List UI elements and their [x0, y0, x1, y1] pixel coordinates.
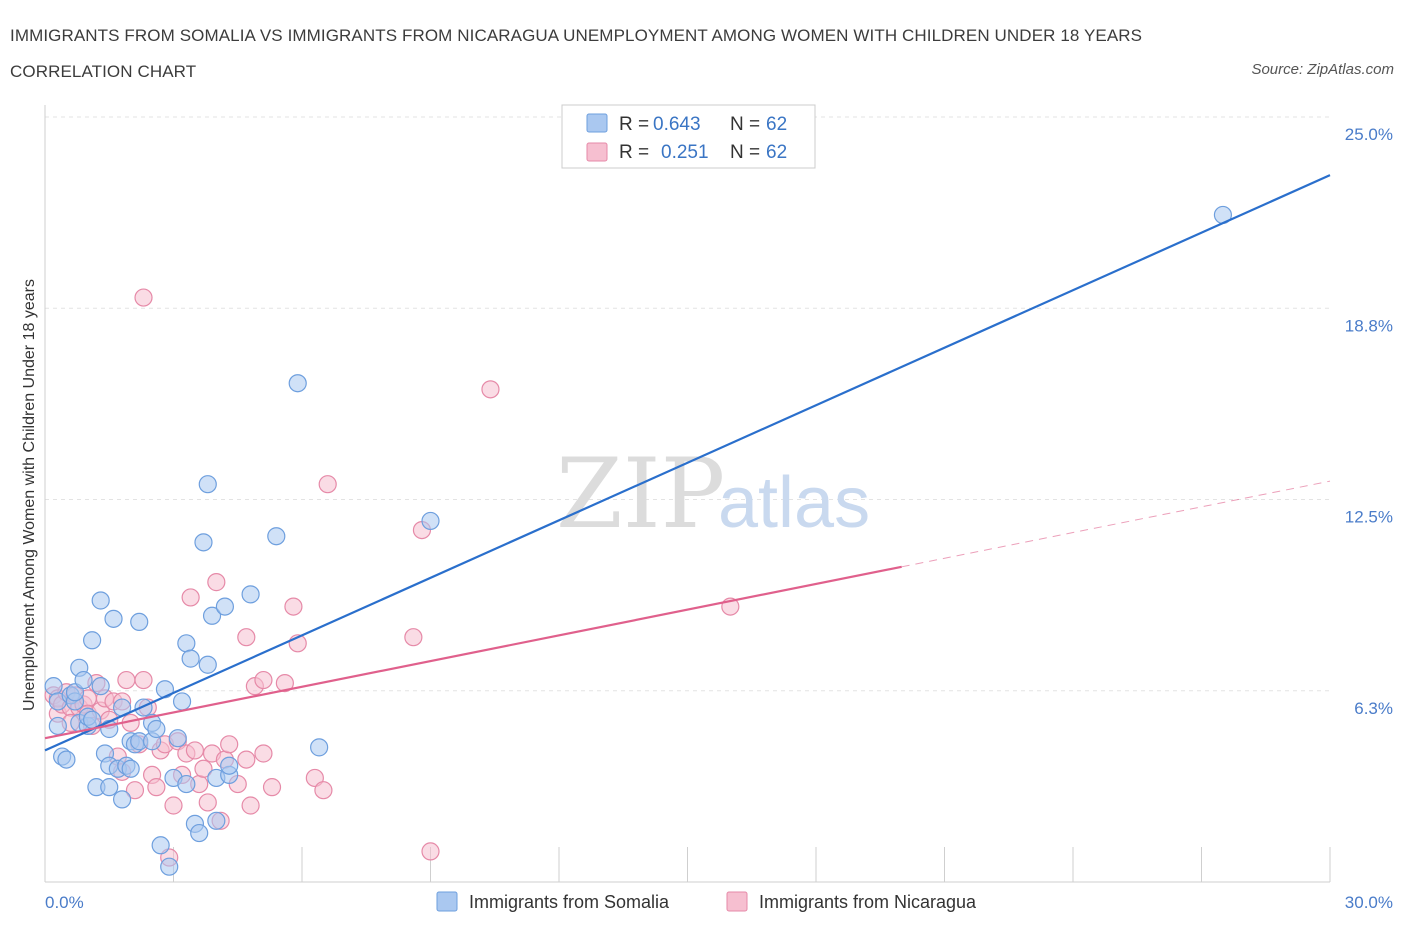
watermark-zip: ZIP: [556, 438, 725, 550]
nicaragua-point: [404, 628, 423, 647]
trend-lines: [44, 174, 1331, 752]
somalia-point: [190, 823, 209, 843]
nicaragua-point: [241, 796, 260, 815]
somalia-point: [202, 606, 222, 625]
somalia-trend-line: [44, 174, 1331, 752]
nicaragua-point: [134, 670, 153, 690]
chart-title: IMMIGRANTS FROM SOMALIA VS IMMIGRANTS FR…: [10, 26, 1143, 81]
nicaragua-points: [44, 288, 740, 867]
nicaragua-trend-extension: [901, 480, 1331, 568]
nicaragua-point: [284, 597, 303, 616]
somalia-point: [168, 729, 187, 748]
nicaragua-point: [421, 842, 440, 861]
bottom-legend-swatch-somalia: [436, 891, 458, 912]
bottom-legend-swatch-nicaragua: [726, 891, 748, 912]
somalia-point: [215, 597, 234, 616]
source-label: Source: ZipAtlas.com: [1251, 61, 1394, 78]
somalia-point: [112, 790, 132, 809]
x-tick-label: 0.0%: [45, 893, 84, 912]
legend-n-label-nicaragua: N =: [730, 142, 760, 163]
legend-r-value-somalia: 0.643: [653, 114, 701, 135]
legend-n-value-somalia: 62: [766, 114, 787, 135]
watermark: ZIP atlas: [556, 438, 870, 550]
nicaragua-point: [481, 380, 500, 399]
nicaragua-point: [254, 670, 273, 690]
bottom-legend: Immigrants from Somalia Immigrants from …: [436, 891, 977, 912]
somalia-point: [198, 655, 217, 674]
legend-n-value-nicaragua: 62: [766, 142, 787, 163]
nicaragua-point: [198, 793, 217, 812]
bottom-legend-label-somalia: Immigrants from Somalia: [469, 892, 670, 912]
nicaragua-point: [275, 673, 294, 693]
legend-r-label-nicaragua: R =: [619, 142, 649, 163]
somalia-points: [44, 205, 1233, 876]
somalia-point: [44, 677, 63, 696]
legend: R = 0.643 N = 62 R = 0.251 N = 62: [561, 104, 816, 169]
somalia-point: [310, 738, 329, 757]
legend-r-label-somalia: R =: [619, 114, 649, 135]
nicaragua-point: [314, 781, 333, 800]
nicaragua-trend-line: [44, 565, 902, 740]
bottom-legend-label-nicaragua: Immigrants from Nicaragua: [759, 892, 977, 912]
somalia-point: [83, 631, 102, 650]
x-tick-labels: 0.0% 30.0%: [45, 893, 1393, 912]
somalia-point: [241, 585, 260, 604]
somalia-point: [130, 612, 149, 632]
nicaragua-point: [318, 475, 337, 494]
grid-lines: [45, 116, 1330, 692]
legend-r-value-nicaragua: 0.251: [661, 142, 709, 163]
somalia-point: [104, 609, 123, 628]
watermark-atlas: atlas: [718, 463, 870, 543]
nicaragua-point: [181, 588, 200, 607]
legend-n-label-somalia: N =: [730, 114, 760, 135]
somalia-point: [177, 774, 196, 794]
nicaragua-point: [237, 750, 256, 769]
nicaragua-point: [147, 778, 166, 797]
somalia-point: [194, 533, 213, 552]
nicaragua-point: [125, 781, 145, 800]
y-axis-label: Unemployment Among Women with Children U…: [21, 279, 38, 711]
somalia-point: [91, 591, 110, 610]
y-tick-label: 12.5%: [1345, 508, 1393, 527]
somalia-point: [160, 857, 179, 876]
nicaragua-point: [262, 778, 282, 797]
somalia-point: [147, 719, 166, 739]
y-tick-label: 6.3%: [1354, 699, 1393, 718]
somalia-point: [421, 511, 440, 531]
somalia-point: [198, 475, 217, 494]
nicaragua-point: [194, 759, 213, 778]
somalia-point: [181, 649, 200, 668]
somalia-point: [57, 750, 76, 769]
somalia-point: [177, 634, 196, 653]
somalia-point: [48, 716, 67, 736]
legend-swatch-somalia: [586, 113, 608, 133]
somalia-point: [74, 670, 93, 690]
nicaragua-point: [220, 735, 239, 754]
somalia-point: [151, 836, 170, 855]
legend-swatch-nicaragua: [586, 142, 608, 162]
y-tick-label: 18.8%: [1345, 316, 1393, 335]
nicaragua-point: [134, 288, 153, 307]
somalia-point: [91, 677, 110, 696]
somalia-point: [121, 759, 140, 778]
somalia-point: [220, 756, 239, 775]
somalia-point: [100, 778, 119, 797]
nicaragua-point: [254, 744, 273, 763]
nicaragua-point: [237, 628, 256, 647]
somalia-point: [288, 374, 307, 393]
nicaragua-point: [207, 573, 226, 592]
somalia-point: [134, 698, 153, 717]
nicaragua-point: [117, 670, 136, 690]
x-tick-label: 30.0%: [1345, 893, 1393, 912]
axes: [44, 105, 1331, 883]
nicaragua-point: [164, 796, 183, 815]
nicaragua-point: [185, 741, 205, 760]
somalia-point: [172, 692, 192, 711]
y-tick-label: 25.0%: [1345, 125, 1393, 144]
somalia-point: [267, 527, 286, 546]
y-tick-labels: 6.3% 12.5% 18.8% 25.0%: [1345, 125, 1393, 718]
somalia-point: [207, 811, 226, 830]
